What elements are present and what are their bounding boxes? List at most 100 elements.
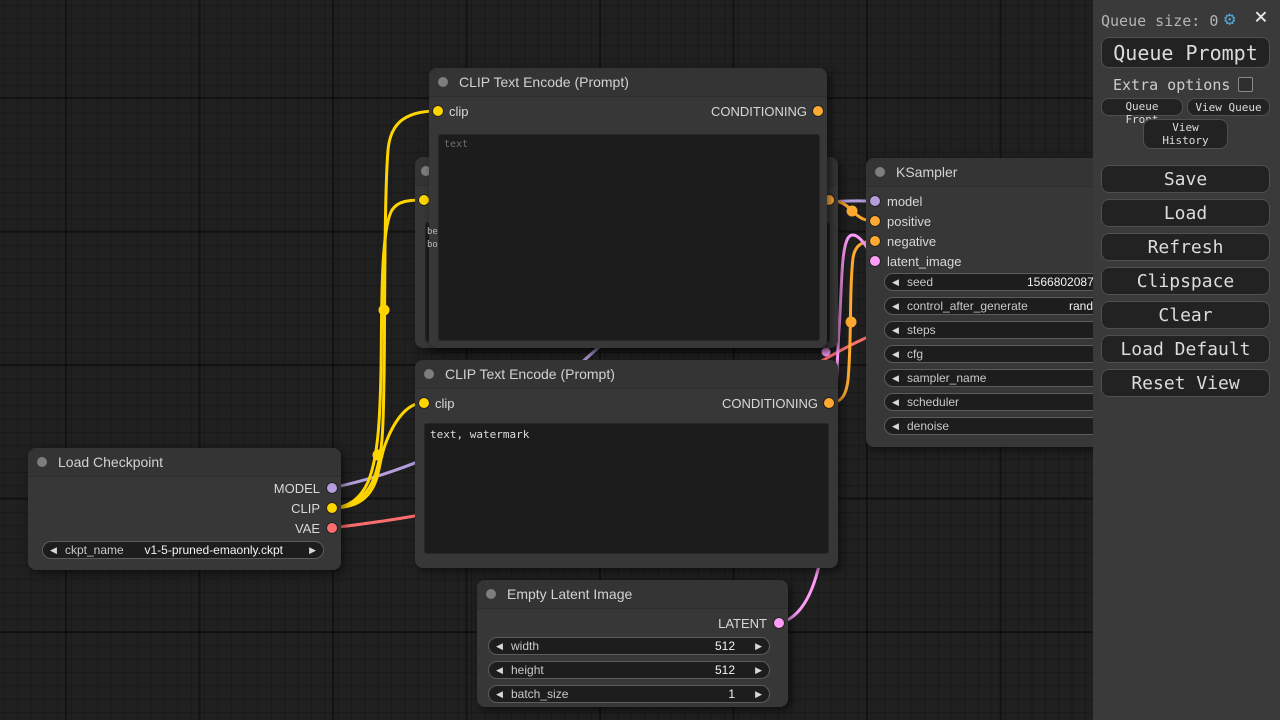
node-load-checkpoint[interactable]: Load Checkpoint MODEL CLIP VAE ◀ ckpt_na… (28, 448, 341, 570)
node-title: Load Checkpoint (58, 454, 164, 470)
save-button[interactable]: Save (1101, 165, 1270, 193)
clip-output-label: CLIP (291, 501, 320, 516)
node-title-bar[interactable]: Load Checkpoint (28, 448, 341, 477)
latent-input-slot[interactable] (870, 256, 880, 266)
model-input-label: model (887, 194, 923, 209)
node-clip-text-encode-negative[interactable]: CLIP Text Encode (Prompt) clip CONDITION… (415, 360, 838, 568)
denoise-widget[interactable]: ◀ denoise (884, 417, 1093, 435)
width-widget[interactable]: ◀ width 512 ▶ (488, 637, 770, 655)
batch-size-widget[interactable]: ◀ batch_size 1 ▶ (488, 685, 770, 703)
node-title-bar[interactable]: KSampler (866, 158, 1093, 187)
wire-clip-front[interactable] (330, 109, 438, 510)
steps-widget[interactable]: ◀ steps (884, 321, 1093, 339)
control-after-generate-widget[interactable]: ◀ control_after_generate randomize (884, 297, 1093, 315)
increment-arrow-icon[interactable]: ▶ (755, 641, 762, 651)
positive-input-slot[interactable] (870, 216, 880, 226)
reset-view-button[interactable]: Reset View (1101, 369, 1270, 397)
node-title-bar[interactable]: CLIP Text Encode (Prompt) (429, 68, 827, 97)
ckpt-name-widget[interactable]: ◀ ckpt_name v1-5-pruned-emaonly.ckpt ▶ (42, 541, 324, 559)
collapse-dot-icon[interactable] (875, 167, 885, 177)
decrement-arrow-icon[interactable]: ◀ (496, 689, 503, 699)
wire-clip-back[interactable] (330, 198, 425, 510)
extra-options-checkbox[interactable] (1238, 77, 1253, 92)
node-title-bar[interactable]: Empty Latent Image (477, 580, 788, 609)
link-dot[interactable] (846, 205, 858, 217)
clip-input-slot[interactable] (419, 195, 429, 205)
decrement-arrow-icon[interactable]: ◀ (496, 641, 503, 651)
vae-output-label: VAE (294, 521, 320, 536)
ckpt-name-value: v1-5-pruned-emaonly.ckpt (144, 543, 283, 557)
collapse-dot-icon[interactable] (37, 457, 47, 467)
node-title-bar[interactable]: CLIP Text Encode (Prompt) (415, 360, 838, 389)
decrement-arrow-icon[interactable]: ◀ (892, 325, 899, 335)
sampler-name-widget[interactable]: ◀ sampler_name (884, 369, 1093, 387)
conditioning-output-slot[interactable] (824, 195, 834, 205)
wire-conditioning-negative[interactable] (828, 239, 876, 405)
conditioning-output-slot[interactable] (824, 398, 834, 408)
negative-prompt-textarea[interactable]: text, watermark (424, 423, 829, 554)
clear-button[interactable]: Clear (1101, 301, 1270, 329)
collapse-dot-icon[interactable] (421, 166, 431, 176)
clip-input-label: clip (449, 104, 469, 119)
seed-value: 1566802087 (1027, 275, 1093, 289)
latent-output-label: LATENT (718, 616, 767, 631)
collapse-dot-icon[interactable] (424, 369, 434, 379)
link-dot[interactable] (821, 347, 831, 357)
decrement-arrow-icon[interactable]: ◀ (892, 421, 899, 431)
link-dot[interactable] (378, 304, 390, 316)
queue-size-label: Queue size: 0 (1101, 12, 1219, 30)
cfg-widget[interactable]: ◀ cfg (884, 345, 1093, 363)
seed-widget[interactable]: ◀ seed 1566802087 (884, 273, 1093, 291)
model-output-label: MODEL (273, 481, 320, 496)
link-dot[interactable] (845, 316, 857, 328)
conditioning-output-label: CONDITIONING (710, 104, 807, 119)
settings-gear-icon[interactable]: ⚙ (1224, 8, 1236, 30)
clipspace-button[interactable]: Clipspace (1101, 267, 1270, 295)
conditioning-output-slot[interactable] (813, 106, 823, 116)
node-title: Empty Latent Image (507, 586, 633, 602)
view-history-button[interactable]: View History (1143, 119, 1228, 149)
height-value: 512 (714, 663, 735, 677)
link-dot[interactable] (372, 449, 384, 461)
queue-prompt-button[interactable]: Queue Prompt (1101, 37, 1270, 68)
increment-arrow-icon[interactable]: ▶ (755, 665, 762, 675)
width-value: 512 (714, 639, 735, 653)
prompt-textarea[interactable] (438, 134, 820, 341)
clip-input-slot[interactable] (433, 106, 443, 116)
decrement-arrow-icon[interactable]: ◀ (892, 373, 899, 383)
clip-input-slot[interactable] (419, 398, 429, 408)
conditioning-output-label: CONDITIONING (721, 396, 818, 411)
load-default-button[interactable]: Load Default (1101, 335, 1270, 363)
view-queue-button[interactable]: View Queue (1187, 98, 1270, 116)
wire-clip-negative[interactable] (330, 401, 424, 510)
node-ksampler[interactable]: KSampler model positive negative latent_… (866, 158, 1093, 447)
decrement-arrow-icon[interactable]: ◀ (892, 349, 899, 359)
latent-output-slot[interactable] (774, 618, 784, 628)
node-clip-text-encode-front[interactable]: CLIP Text Encode (Prompt) clip CONDITION… (429, 68, 827, 348)
vae-output-slot[interactable] (327, 523, 337, 533)
hidden-prompt-text-fragment: be bo (427, 227, 438, 250)
decrement-arrow-icon[interactable]: ◀ (496, 665, 503, 675)
decrement-arrow-icon[interactable]: ◀ (892, 397, 899, 407)
collapse-dot-icon[interactable] (438, 77, 448, 87)
queue-front-button[interactable]: Queue Front (1101, 98, 1183, 126)
load-button[interactable]: Load (1101, 199, 1270, 227)
negative-input-slot[interactable] (870, 236, 880, 246)
height-widget[interactable]: ◀ height 512 ▶ (488, 661, 770, 679)
increment-arrow-icon[interactable]: ▶ (309, 545, 316, 555)
clip-output-slot[interactable] (327, 503, 337, 513)
refresh-button[interactable]: Refresh (1101, 233, 1270, 261)
decrement-arrow-icon[interactable]: ◀ (892, 301, 899, 311)
node-graph-canvas[interactable]: be bo CLIP Text Encode (Prompt) clip CON… (0, 0, 1093, 720)
model-input-slot[interactable] (870, 196, 880, 206)
batch-size-value: 1 (728, 687, 735, 701)
increment-arrow-icon[interactable]: ▶ (755, 689, 762, 699)
node-empty-latent-image[interactable]: Empty Latent Image LATENT ◀ width 512 ▶ … (477, 580, 788, 707)
scheduler-widget[interactable]: ◀ scheduler (884, 393, 1093, 411)
decrement-arrow-icon[interactable]: ◀ (892, 277, 899, 287)
close-icon[interactable]: × (1254, 4, 1268, 30)
collapse-dot-icon[interactable] (486, 589, 496, 599)
decrement-arrow-icon[interactable]: ◀ (50, 545, 57, 555)
model-output-slot[interactable] (327, 483, 337, 493)
